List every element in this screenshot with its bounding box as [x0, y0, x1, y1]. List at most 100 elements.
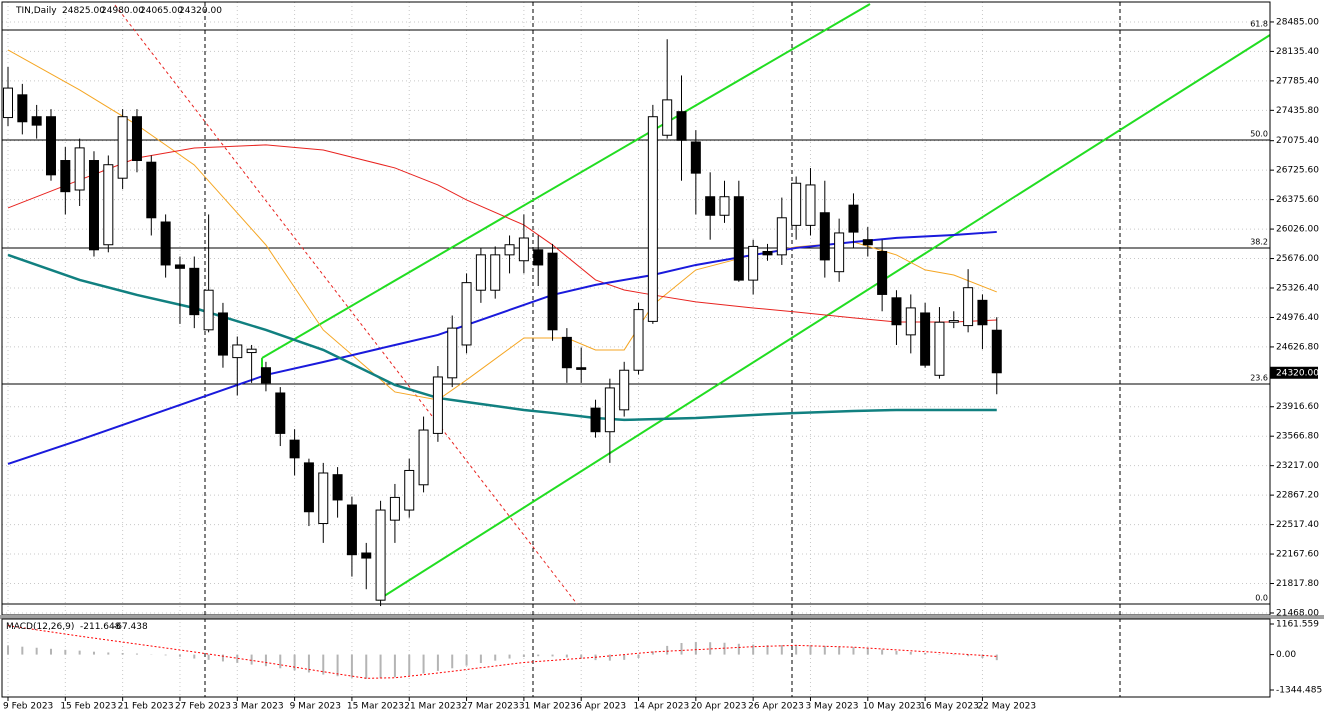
- x-tick-label: 9 Mar 2023: [290, 702, 341, 712]
- y-tick-label: 21817.80: [1276, 579, 1319, 589]
- y-tick-label: 25676.00: [1276, 254, 1319, 264]
- fib-label: 23.6: [1250, 373, 1268, 382]
- candle-body: [60, 160, 71, 193]
- y-tick-label: 24626.80: [1276, 342, 1319, 352]
- y-tick-label: 26725.60: [1276, 166, 1319, 176]
- y-tick-label: 22517.40: [1276, 520, 1319, 530]
- candle-body: [891, 297, 902, 326]
- macd-bar: [207, 654, 210, 660]
- candle-body: [934, 321, 945, 376]
- macd-bar: [952, 654, 955, 656]
- signal-line: [7, 625, 997, 679]
- candle-body: [289, 439, 300, 459]
- macd-bar: [565, 654, 568, 658]
- macd-bar: [379, 654, 382, 679]
- macd-bar: [307, 654, 310, 673]
- macd-bar: [350, 654, 353, 678]
- y-tick-label: 27435.80: [1276, 106, 1319, 116]
- x-tick-label: 10 May 2023: [863, 702, 922, 712]
- macd-bar: [422, 654, 425, 674]
- y-tick-label: 26375.60: [1276, 195, 1319, 205]
- x-tick-label: 31 Mar 2023: [519, 702, 576, 712]
- macd-bar: [651, 651, 654, 655]
- macd-bar: [164, 654, 167, 656]
- candle-body: [733, 196, 744, 281]
- candle-body: [504, 244, 515, 256]
- candle-body: [45, 116, 56, 176]
- candle-body: [762, 250, 773, 256]
- x-tick-label: 3 May 2023: [805, 702, 858, 712]
- x-tick-label: 14 Apr 2023: [634, 702, 690, 712]
- fib-label: 50.0: [1250, 129, 1268, 138]
- macd-bar: [35, 647, 38, 655]
- macd-bar: [823, 645, 826, 655]
- channel-line: [377, 34, 1271, 601]
- macd-bar: [465, 654, 468, 666]
- candle-body: [232, 344, 243, 359]
- macd-bar: [780, 645, 783, 655]
- x-tick-label: 26 Apr 2023: [748, 702, 804, 712]
- macd-bar: [795, 644, 798, 655]
- candle-body: [547, 252, 558, 331]
- candle-body: [862, 239, 873, 246]
- candle-body: [805, 184, 816, 226]
- macd-bar: [666, 645, 669, 655]
- candle-body: [189, 267, 200, 316]
- candle-body: [447, 327, 458, 379]
- x-tick-label: 15 Mar 2023: [347, 702, 404, 712]
- macd: [7, 625, 998, 679]
- moving-average: [7, 49, 997, 401]
- macd-bar: [221, 654, 224, 662]
- candle-body: [518, 237, 529, 262]
- y-tick-label: 21468.00: [1276, 608, 1319, 618]
- candle-body: [819, 212, 830, 261]
- candle-body: [490, 254, 501, 291]
- macd-bar: [7, 645, 9, 655]
- macd-bar: [336, 654, 339, 677]
- macd-bar: [551, 654, 554, 657]
- macd-bar: [522, 654, 525, 657]
- y-tick-label: 25326.40: [1276, 283, 1319, 293]
- macd-bar: [365, 654, 368, 679]
- macd-bar: [995, 654, 998, 661]
- candle-body: [748, 245, 759, 281]
- macd-bar: [178, 654, 181, 657]
- y-tick-label: 23916.60: [1276, 402, 1319, 412]
- macd-bar: [737, 643, 740, 655]
- macd-frame: [1, 618, 1271, 698]
- x-tick-label: 21 Feb 2023: [118, 702, 174, 712]
- candle-body: [3, 87, 13, 119]
- macd-bar: [938, 654, 941, 655]
- macd-bar: [436, 654, 439, 671]
- candle-body: [117, 116, 128, 179]
- macd-bar: [479, 654, 482, 664]
- candle-body: [475, 254, 486, 291]
- candle-body: [877, 250, 888, 295]
- period-separators: [204, 2, 1121, 697]
- x-tick-label: 9 Feb 2023: [3, 702, 53, 712]
- fib-label: 38.2: [1250, 237, 1268, 246]
- macd-bar: [78, 650, 81, 655]
- y-tick-label: 22867.20: [1276, 491, 1319, 501]
- macd-bar: [49, 648, 52, 655]
- candle-body: [662, 99, 673, 136]
- trend-line: [114, 4, 578, 605]
- y-tick-label: 27785.40: [1276, 76, 1319, 86]
- x-tick-label: 3 Mar 2023: [232, 702, 283, 712]
- channel-line: [261, 3, 871, 359]
- candle-body: [991, 329, 1002, 374]
- candle-body: [676, 111, 687, 141]
- candle-body: [633, 309, 644, 371]
- candle-body: [561, 336, 572, 369]
- candles: [3, 39, 1002, 607]
- macd-bar: [895, 650, 898, 655]
- candle-body: [318, 472, 329, 525]
- macd-bar: [537, 654, 540, 657]
- macd-bar: [279, 654, 282, 669]
- macd-bar: [766, 645, 769, 655]
- candle-body: [776, 217, 787, 256]
- candle-body: [217, 312, 228, 356]
- header: TIN,Daily 24825.0024980.0024065.0024320.0…: [15, 6, 222, 16]
